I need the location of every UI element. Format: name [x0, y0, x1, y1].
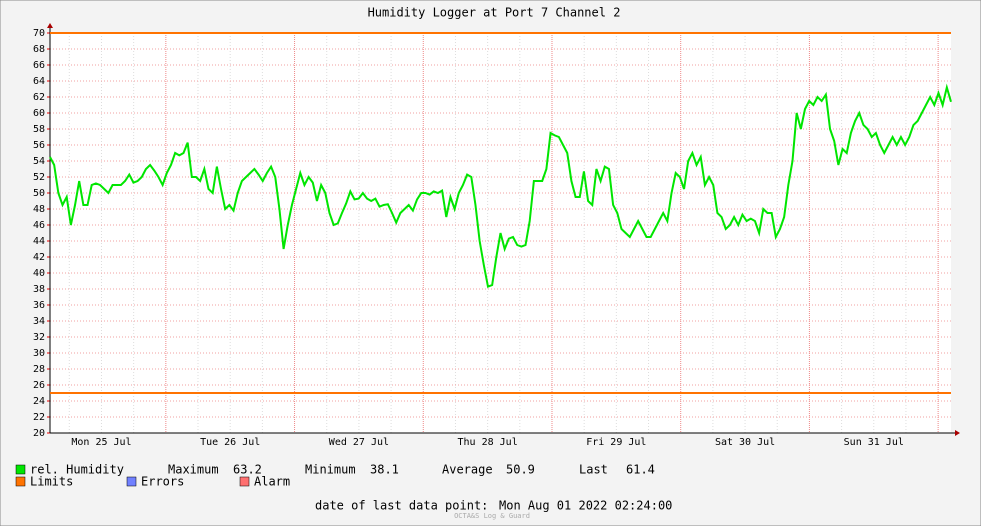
legend-swatch: [239, 476, 250, 487]
y-tick-label: 70: [33, 28, 45, 39]
watermark: OCTA&S Log & Guard: [454, 512, 530, 520]
y-tick-label: 22: [33, 412, 45, 423]
stat-label: Average: [442, 463, 493, 477]
legend-label: Limits: [30, 475, 73, 489]
line: [49, 83, 952, 288]
legend-swatch: [15, 476, 26, 487]
y-tick-label: 26: [33, 380, 45, 391]
y-tick-label: 56: [33, 140, 45, 151]
x-tick-label: Thu 28 Jul: [458, 437, 518, 448]
y-tick-label: 42: [33, 252, 45, 263]
legend-label: Alarm: [254, 475, 290, 489]
y-tick-label: 64: [33, 76, 45, 87]
stat-value: 61.4: [626, 463, 655, 477]
y-tick-label: 60: [33, 108, 45, 119]
y-tick-label: 30: [33, 348, 45, 359]
legend-label: rel. Humidity: [30, 463, 124, 477]
y-tick-label: 66: [33, 60, 45, 71]
y-tick-label: 24: [33, 396, 45, 407]
stat-label: Minimum: [305, 463, 356, 477]
legend-label: Errors: [141, 475, 184, 489]
y-tick-label: 32: [33, 332, 45, 343]
y-tick-label: 58: [33, 124, 45, 135]
footer-label: date of last data point:: [315, 499, 488, 513]
y-tick-label: 36: [33, 300, 45, 311]
x-tick-label: Mon 25 Jul: [71, 437, 131, 448]
y-tick-label: 34: [33, 316, 45, 327]
x-arrow: [955, 430, 960, 436]
chart-title: Humidity Logger at Port 7 Channel 2: [368, 6, 621, 20]
x-tick-label: Tue 26 Jul: [200, 437, 260, 448]
y-tick-label: 52: [33, 172, 45, 183]
x-tick-label: Sun 31 Jul: [844, 437, 904, 448]
stat-label: Maximum: [168, 463, 219, 477]
y-tick-label: 20: [33, 428, 45, 439]
legend-swatch: [126, 476, 137, 487]
x-tick-label: Sat 30 Jul: [715, 437, 775, 448]
stat-value: 63.2: [233, 463, 262, 477]
stat-value: 50.9: [506, 463, 535, 477]
y-tick-label: 44: [33, 236, 45, 247]
legend-swatch: [15, 464, 26, 475]
y-arrow: [47, 23, 53, 28]
stat-value: 38.1: [370, 463, 399, 477]
y-tick-label: 40: [33, 268, 45, 279]
y-tick-label: 38: [33, 284, 45, 295]
stat-label: Last: [579, 463, 608, 477]
y-tick-label: 50: [33, 188, 45, 199]
y-tick-label: 28: [33, 364, 45, 375]
x-tick-label: Wed 27 Jul: [329, 437, 389, 448]
y-tick-label: 62: [33, 92, 45, 103]
y-tick-label: 48: [33, 204, 45, 215]
footer-value: Mon Aug 01 2022 02:24:00: [499, 499, 672, 513]
y-tick-label: 68: [33, 44, 45, 55]
y-tick-label: 46: [33, 220, 45, 231]
x-tick-label: Fri 29 Jul: [586, 437, 646, 448]
y-tick-label: 54: [33, 156, 45, 167]
